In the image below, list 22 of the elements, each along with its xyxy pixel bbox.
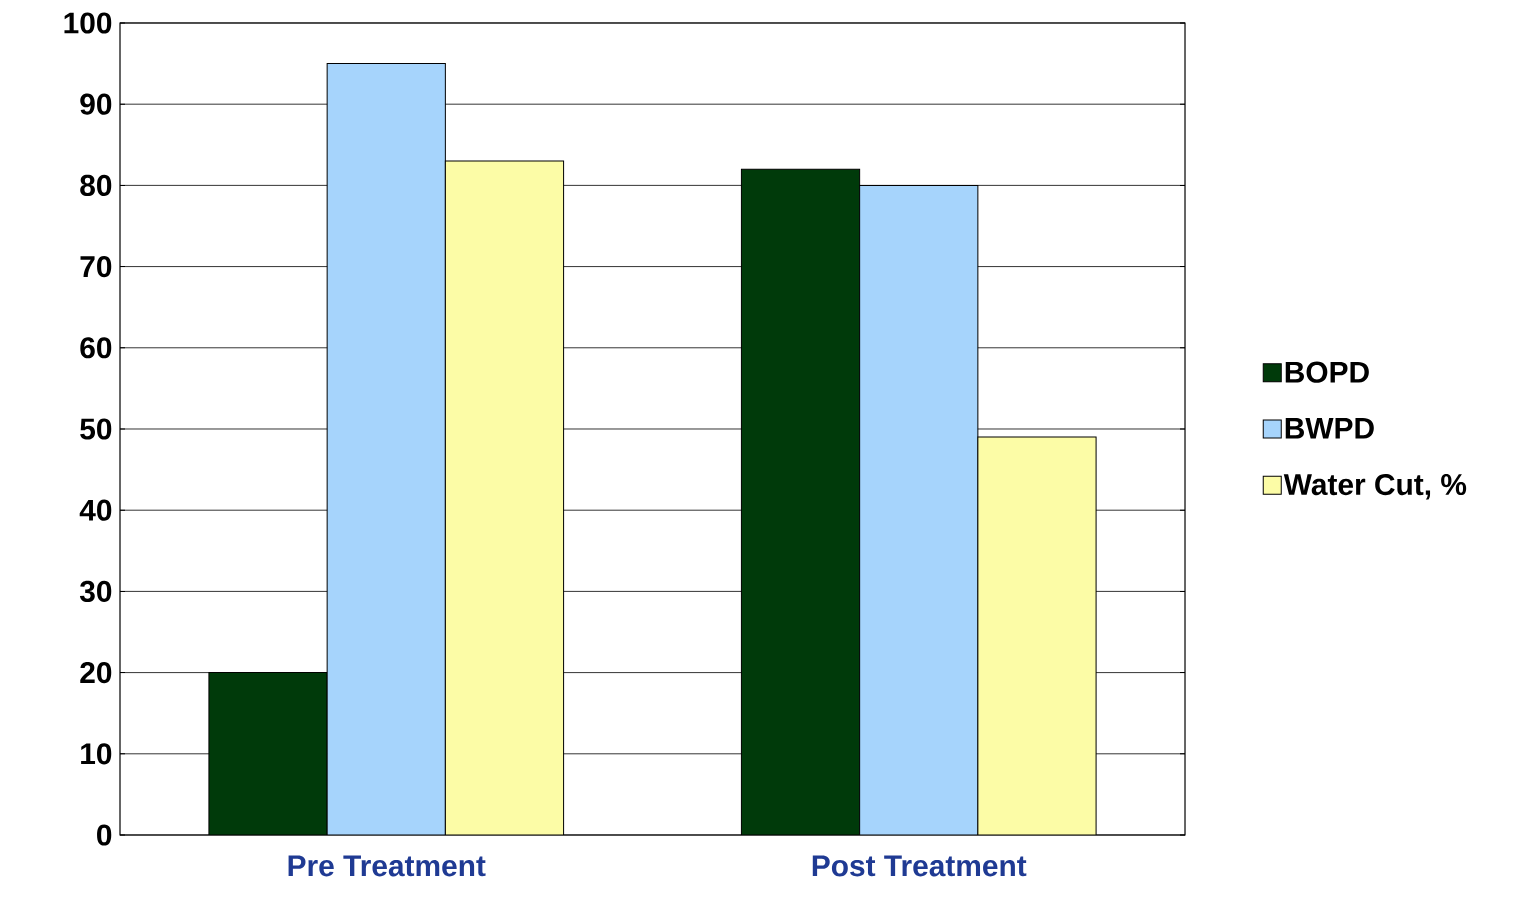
legend-label: Water Cut, %	[1283, 474, 1467, 500]
y-tick-label: 70	[80, 256, 112, 278]
y-tick-label: 80	[80, 174, 112, 196]
y-tick-label: 100	[64, 12, 112, 34]
bar	[444, 160, 565, 835]
bar	[977, 436, 1097, 835]
y-tick-label: 90	[80, 93, 112, 115]
y-tick-label: 10	[81, 743, 112, 765]
y-tick-label: 20	[80, 662, 112, 684]
y-tick-label: 0	[97, 824, 112, 846]
legend-label: BOPD	[1285, 361, 1369, 383]
bar	[859, 184, 979, 835]
legend-label: BWPD	[1285, 417, 1374, 439]
y-tick-label: 40	[79, 499, 112, 521]
bar	[326, 63, 446, 835]
bar	[740, 168, 861, 835]
bar	[208, 672, 328, 835]
x-tick-label: Post Treatment	[812, 855, 1027, 877]
y-tick-label: 50	[80, 418, 112, 440]
y-tick-label: 30	[79, 580, 112, 602]
y-tick-label: 60	[80, 337, 112, 359]
x-tick-label: Pre Treatment	[288, 855, 486, 877]
